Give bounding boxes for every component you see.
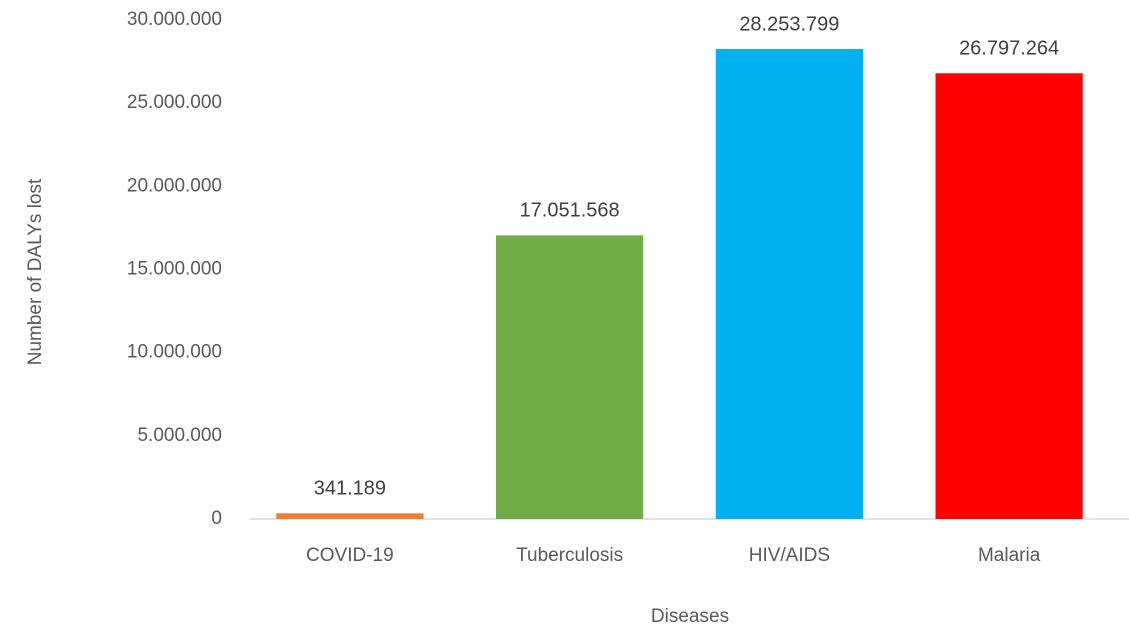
bar bbox=[935, 73, 1083, 519]
bar bbox=[496, 235, 644, 519]
x-tick-label: HIV/AIDS bbox=[749, 545, 830, 566]
data-label: 26.797.264 bbox=[959, 38, 1059, 60]
y-tick-label: 20.000.000 bbox=[127, 175, 222, 196]
y-tick-label: 5.000.000 bbox=[137, 425, 222, 446]
x-axis-title: Diseases bbox=[651, 606, 729, 627]
bar bbox=[715, 49, 863, 520]
data-label: 341.189 bbox=[314, 478, 386, 500]
x-tick-label: Tuberculosis bbox=[516, 545, 623, 566]
bar bbox=[276, 513, 424, 519]
y-tick-label: 25.000.000 bbox=[127, 92, 222, 113]
data-label: 28.253.799 bbox=[739, 13, 839, 35]
y-axis-title: Number of DALYs lost bbox=[25, 178, 46, 365]
x-tick-label: COVID-19 bbox=[306, 545, 394, 566]
y-tick-label: 15.000.000 bbox=[127, 259, 222, 280]
y-tick-label: 30.000.000 bbox=[127, 9, 222, 30]
x-tick-label: Malaria bbox=[978, 545, 1041, 566]
y-tick-label: 10.000.000 bbox=[127, 342, 222, 363]
data-label: 17.051.568 bbox=[520, 200, 620, 222]
y-tick-label: 0 bbox=[211, 508, 222, 529]
